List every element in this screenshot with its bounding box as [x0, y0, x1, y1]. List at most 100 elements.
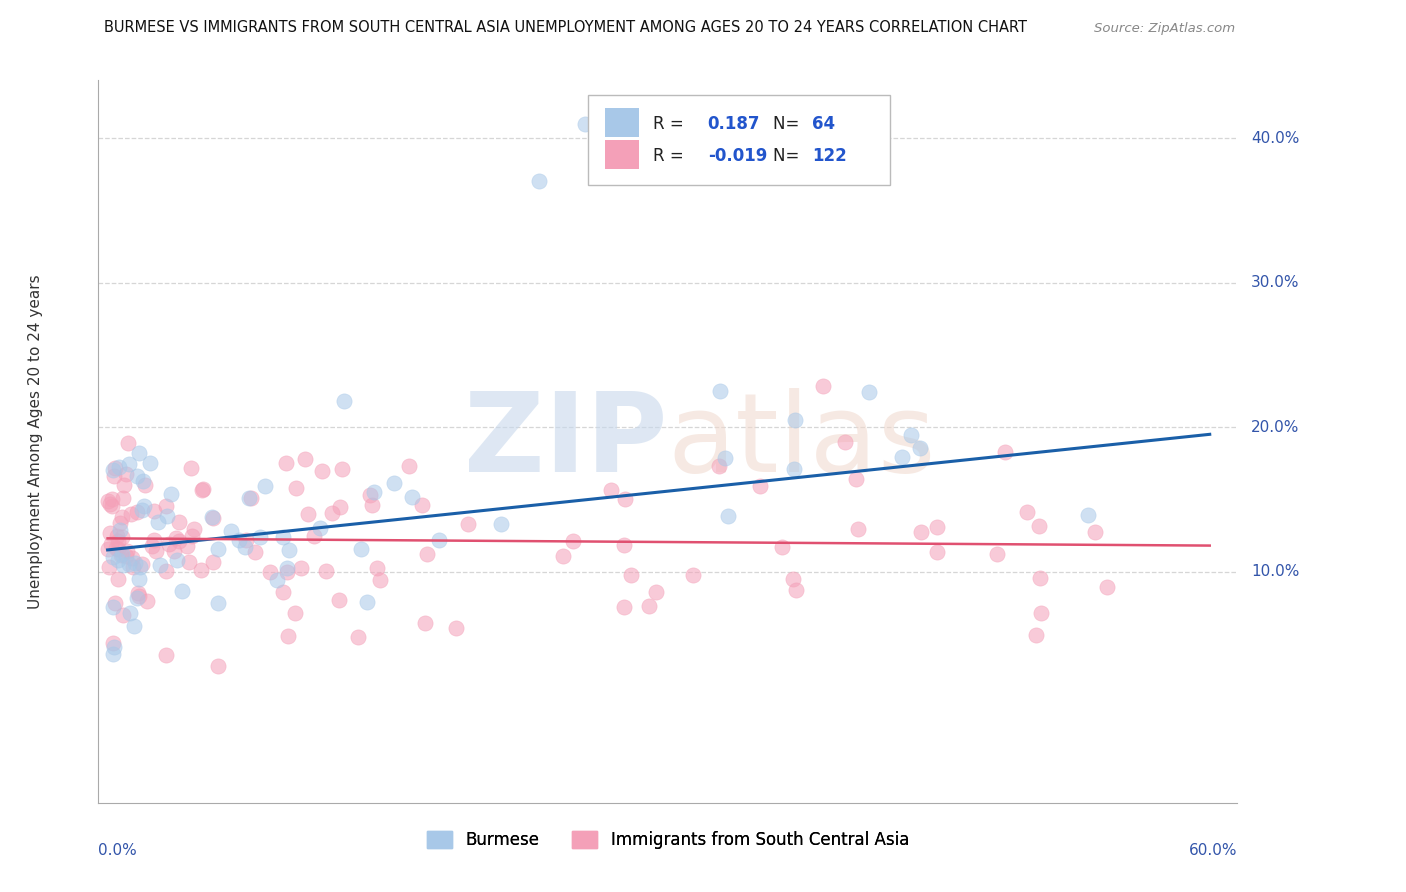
Point	[330, 462, 353, 476]
Point	[714, 451, 737, 466]
Point	[176, 539, 198, 553]
Point	[613, 600, 636, 615]
Point	[180, 461, 202, 475]
Point	[112, 478, 135, 492]
Point	[193, 483, 215, 497]
Point	[294, 452, 316, 467]
Point	[243, 544, 266, 558]
Point	[207, 541, 229, 556]
Point	[986, 547, 1008, 561]
Point	[169, 515, 191, 529]
Text: BURMESE VS IMMIGRANTS FROM SOUTH CENTRAL ASIA UNEMPLOYMENT AMONG AGES 20 TO 24 Y: BURMESE VS IMMIGRANTS FROM SOUTH CENTRAL…	[104, 21, 1028, 36]
Point	[160, 487, 183, 501]
Point	[201, 510, 224, 524]
Point	[98, 497, 121, 511]
Point	[411, 499, 433, 513]
Point	[644, 585, 666, 599]
Point	[107, 534, 129, 549]
Point	[111, 608, 134, 623]
Point	[444, 621, 467, 635]
Point	[785, 583, 807, 598]
Text: 60.0%: 60.0%	[1189, 843, 1237, 857]
Point	[891, 450, 914, 464]
Point	[127, 468, 149, 483]
FancyBboxPatch shape	[605, 140, 640, 169]
Point	[190, 564, 212, 578]
Point	[278, 542, 301, 557]
Point	[101, 499, 124, 513]
Point	[401, 491, 423, 505]
Point	[709, 458, 731, 473]
Point	[1029, 571, 1052, 585]
Point	[927, 545, 949, 559]
Point	[112, 558, 135, 572]
Point	[103, 468, 125, 483]
Point	[366, 560, 388, 574]
Point	[181, 528, 204, 542]
Point	[117, 436, 139, 450]
Point	[165, 531, 187, 545]
Point	[128, 559, 150, 574]
Point	[910, 524, 932, 539]
Point	[276, 565, 298, 579]
Point	[107, 572, 129, 586]
Text: N=: N=	[773, 115, 804, 133]
Point	[111, 547, 134, 561]
Point	[148, 515, 170, 529]
Point	[350, 542, 373, 557]
Point	[128, 446, 150, 460]
Point	[846, 522, 869, 536]
Point	[98, 526, 121, 541]
Text: 20.0%: 20.0%	[1251, 419, 1299, 434]
Point	[277, 630, 299, 644]
Point	[202, 555, 225, 569]
Point	[134, 478, 156, 492]
Point	[107, 459, 129, 474]
Point	[114, 467, 136, 482]
Point	[156, 509, 179, 524]
Point	[108, 516, 131, 530]
Point	[1017, 505, 1039, 519]
Point	[101, 599, 124, 614]
Point	[118, 557, 141, 571]
Point	[166, 552, 188, 566]
Text: atlas: atlas	[668, 388, 936, 495]
Point	[782, 572, 804, 586]
Point	[121, 550, 143, 565]
Point	[163, 544, 186, 558]
Point	[172, 583, 194, 598]
Point	[620, 568, 643, 582]
Point	[613, 538, 636, 552]
Text: ZIP: ZIP	[464, 388, 668, 495]
Point	[228, 533, 250, 548]
Point	[118, 606, 141, 620]
Text: N=: N=	[773, 147, 804, 165]
Point	[489, 517, 512, 532]
Point	[183, 522, 205, 536]
Point	[142, 533, 165, 547]
Point	[1077, 508, 1099, 522]
Point	[219, 524, 242, 538]
Text: R =: R =	[652, 147, 689, 165]
Point	[155, 500, 177, 514]
Point	[111, 509, 134, 524]
Point	[101, 549, 124, 564]
Point	[562, 533, 585, 548]
Point	[600, 483, 623, 498]
Point	[122, 560, 145, 574]
Point	[274, 456, 297, 470]
Point	[249, 530, 271, 544]
Point	[276, 561, 298, 575]
Point	[994, 445, 1017, 459]
Point	[845, 472, 868, 486]
FancyBboxPatch shape	[588, 95, 890, 185]
Point	[127, 505, 149, 519]
Point	[253, 479, 276, 493]
Point	[142, 504, 165, 518]
Point	[413, 615, 436, 630]
Text: 10.0%: 10.0%	[1251, 564, 1299, 579]
Point	[128, 589, 150, 603]
Point	[103, 636, 125, 650]
Point	[783, 413, 806, 427]
Point	[207, 596, 229, 610]
